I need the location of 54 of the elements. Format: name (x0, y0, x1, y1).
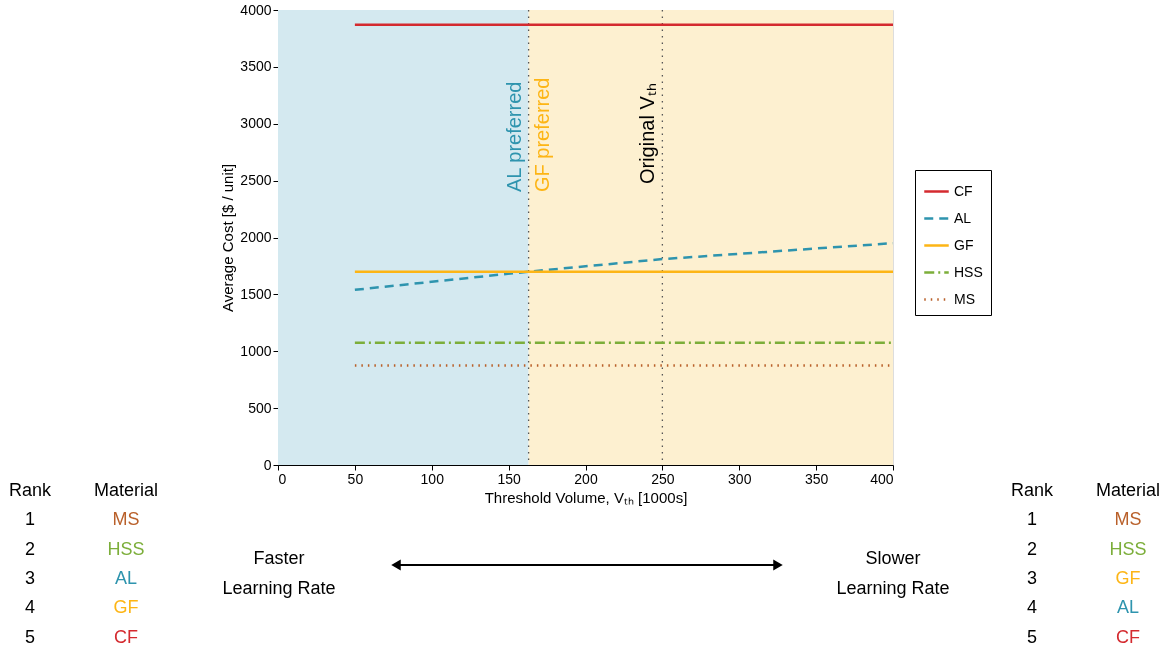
text: 4 (24, 597, 36, 618)
y-axis-title: Average Cost [$ / unit] (219, 163, 237, 313)
text: MS (1114, 509, 1142, 530)
legend-label: CF (954, 182, 973, 199)
x-tick-label: 300 (728, 470, 752, 487)
text: 3 (24, 567, 36, 588)
y-tick-label: 1000 (240, 342, 272, 359)
y-tick-label: 0 (263, 456, 272, 473)
text: 2 (1026, 538, 1038, 559)
text: AL (114, 567, 138, 588)
text: Slower Learning Rate (836, 548, 950, 598)
x-tick-label: 0 (278, 470, 287, 487)
y-tick-label: 3500 (240, 58, 272, 75)
x-tick-label: 50 (347, 470, 364, 487)
legend-label: GF (954, 236, 974, 253)
band-label: GF preferred (530, 77, 553, 192)
text: GF (113, 597, 139, 618)
text: AL (1116, 597, 1140, 618)
x-tick-label: 350 (804, 470, 829, 487)
x-axis-title: Threshold Volume, Vₜₕ [1000s] (484, 488, 688, 506)
x-tick-label: 150 (497, 470, 522, 487)
x-tick-label: 200 (574, 470, 598, 487)
text: Material (1095, 480, 1161, 500)
text: CF (114, 626, 138, 647)
text: HSS (107, 538, 145, 559)
y-tick-label: 1500 (240, 285, 272, 302)
y-tick-label: 500 (248, 399, 272, 416)
legend-label: MS (954, 290, 975, 307)
legend-label: HSS (954, 263, 983, 280)
text: HSS (1109, 538, 1147, 559)
text: 3 (1026, 567, 1038, 588)
text: 2 (24, 538, 36, 559)
band-label: AL preferred (502, 81, 525, 192)
x-tick-label: 400 (870, 470, 894, 487)
y-tick-label: 4000 (240, 1, 272, 18)
text: 5 (1026, 626, 1038, 647)
text: Material (93, 480, 159, 500)
x-tick-label: 250 (651, 470, 675, 487)
text: 1 (1026, 509, 1038, 530)
text: 4 (1026, 597, 1038, 618)
legend-label: AL (954, 209, 972, 226)
text: 1 (24, 509, 36, 530)
text: CF (1116, 626, 1140, 647)
text: MS (112, 509, 140, 530)
ref-line-label: Original Vₜₕ (636, 83, 659, 185)
y-tick-label: 3000 (240, 115, 272, 132)
y-tick-label: 2500 (240, 172, 272, 189)
text: Faster Learning Rate (222, 548, 336, 598)
y-tick-label: 2000 (240, 229, 272, 245)
text: Rank (1010, 480, 1054, 500)
text: 5 (24, 626, 36, 647)
text: Rank (8, 480, 52, 500)
x-tick-label: 100 (420, 470, 445, 487)
text: GF (1115, 567, 1141, 588)
